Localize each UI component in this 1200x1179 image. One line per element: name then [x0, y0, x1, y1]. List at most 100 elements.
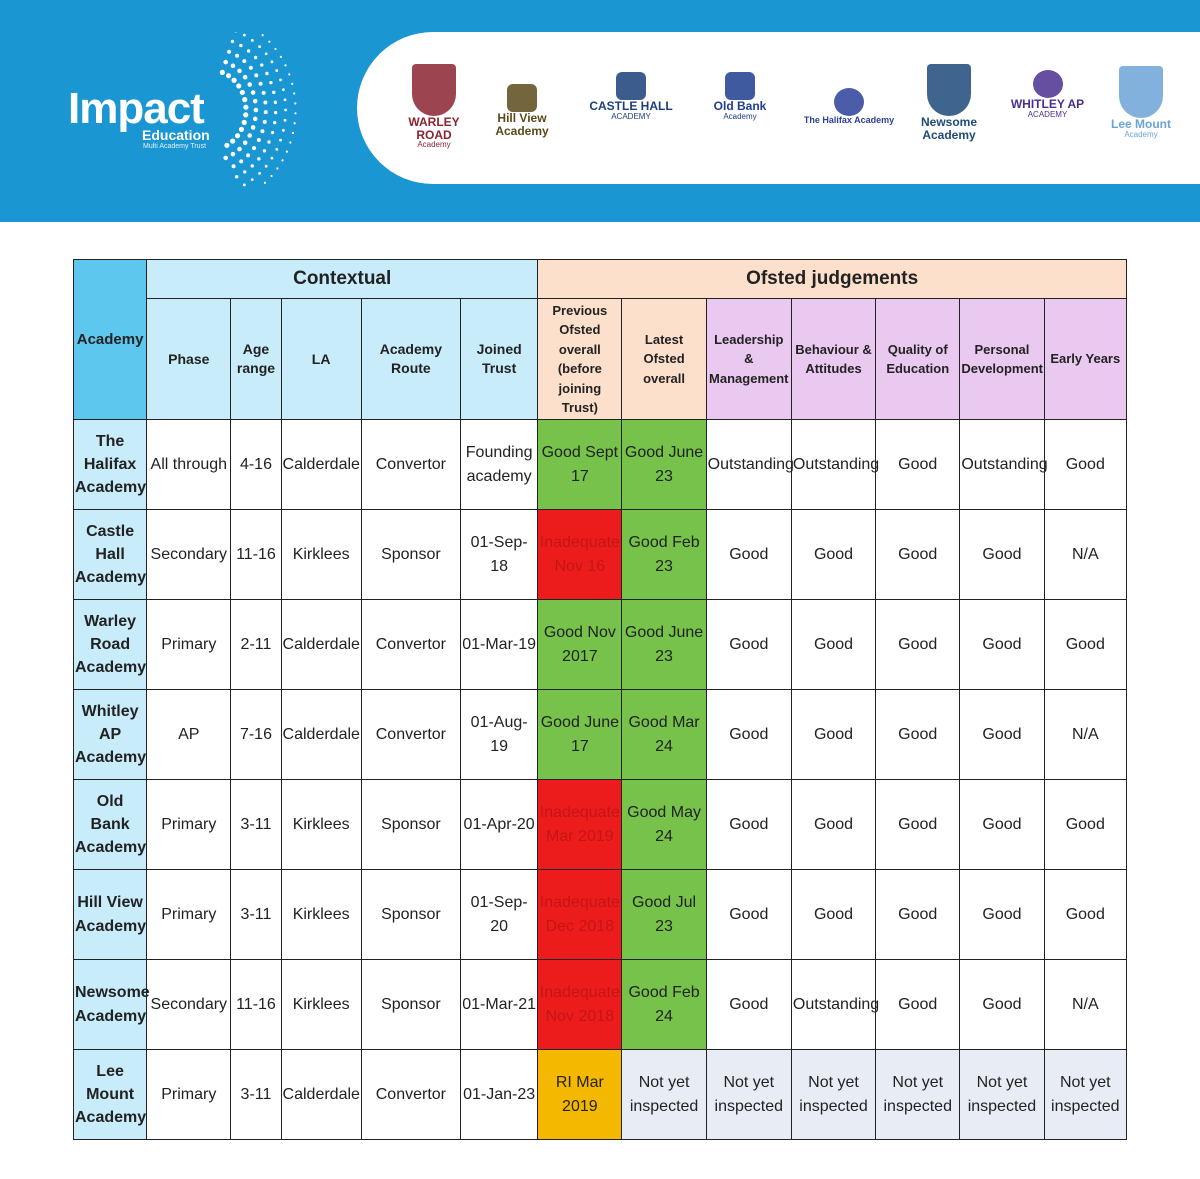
- cell-early: Not yet inspected: [1043, 1049, 1128, 1140]
- cell-personal: Outstanding: [959, 419, 1048, 510]
- circles-icon: [834, 88, 864, 116]
- cell-early: Good: [1043, 599, 1128, 690]
- cell-la: Kirklees: [280, 779, 362, 870]
- cell-age: 4-16: [230, 419, 282, 510]
- header-banner: Impact Education Multi Academy Trust WAR…: [0, 0, 1200, 222]
- cell-leadership: Not yet inspected: [705, 1049, 792, 1140]
- cell-quality: Good: [875, 509, 961, 600]
- cell-la: Kirklees: [280, 959, 362, 1050]
- school-logo: The Halifax Academy: [800, 88, 898, 125]
- cell-latest: Good Feb 24: [621, 959, 707, 1050]
- table-row: Lee Mount Academy Primary 3-11 Calderdale Co…: [72, 1049, 1128, 1140]
- cell-phase: All through: [146, 419, 232, 510]
- cell-leadership: Outstanding: [705, 419, 794, 510]
- cell-personal: Good: [959, 779, 1045, 870]
- cell-behaviour: Good: [790, 689, 877, 780]
- tree-icon: [725, 72, 755, 100]
- cell-route: Sponsor: [360, 779, 462, 870]
- cell-previous: Inadequate Dec 2018: [537, 869, 623, 960]
- leadership-header: Leadership & Management: [705, 298, 792, 420]
- phase-header: Phase: [146, 298, 232, 420]
- ofsted-group-header: Ofsted judgements: [537, 259, 1127, 299]
- cell-behaviour: Outstanding: [790, 419, 879, 510]
- cell-academy: Hill View Academy: [72, 869, 148, 960]
- cell-route: Convertor: [360, 599, 462, 690]
- cell-phase: Primary: [146, 869, 232, 960]
- cell-leadership: Good: [705, 959, 792, 1050]
- cell-joined: Founding academy: [460, 419, 539, 510]
- school-logos-panel: [357, 32, 1200, 184]
- cell-joined: 01-Sep-20: [460, 869, 539, 960]
- cell-quality: Not yet inspected: [875, 1049, 961, 1140]
- academy-table: Academy Contextual Ofsted judgements Pha…: [72, 259, 1128, 1140]
- school-logo-tag: Academy: [1124, 129, 1158, 139]
- school-logo-tag: ACADEMY: [611, 111, 651, 121]
- cell-early: N/A: [1043, 959, 1128, 1050]
- cell-early: N/A: [1043, 689, 1128, 780]
- cell-latest: Good Feb 23: [621, 509, 707, 600]
- table-row: The Halifax Academy All through 4-16 Calder…: [72, 419, 1128, 510]
- brand-name: Impact: [68, 84, 205, 133]
- cell-phase: Primary: [146, 1049, 232, 1140]
- cell-leadership: Good: [705, 689, 792, 780]
- table-row: Warley Road Academy Primary 2-11 Calderdale…: [72, 599, 1128, 690]
- cell-quality: Good: [875, 689, 961, 780]
- personal-header: Personal Development: [959, 298, 1045, 420]
- school-logo: WARLEY ROAD Academy: [405, 64, 463, 150]
- dots-graphic-icon: [219, 32, 297, 187]
- ring-icon: [1032, 70, 1063, 98]
- cell-academy: Old Bank Academy: [72, 779, 148, 870]
- cell-la: Calderdale: [280, 419, 362, 510]
- cell-leadership: Good: [705, 509, 792, 600]
- cell-academy: Castle Hall Academy: [72, 509, 148, 600]
- school-logo-name: The Halifax Academy: [803, 115, 895, 125]
- cell-personal: Good: [959, 509, 1045, 600]
- cell-personal: Good: [959, 959, 1045, 1050]
- cell-personal: Good: [959, 599, 1045, 690]
- table-row: Whitley AP Academy AP 7-16 Calderdale Conver…: [72, 689, 1128, 780]
- school-logo-name: Newsome Academy: [920, 115, 978, 142]
- school-logo: Newsome Academy: [905, 64, 993, 141]
- school-logo-name: Lee Mount: [1111, 117, 1171, 131]
- cell-behaviour: Good: [790, 779, 877, 870]
- cell-quality: Good: [875, 959, 961, 1050]
- cell-route: Sponsor: [360, 509, 462, 600]
- quality-header: Quality of Education: [875, 298, 961, 420]
- cell-previous: Inadequate Nov 16: [537, 509, 623, 600]
- cell-age: 3-11: [230, 779, 282, 870]
- school-logo-name: Hill View Academy: [495, 111, 549, 138]
- cell-leadership: Good: [705, 599, 792, 690]
- cell-behaviour: Not yet inspected: [790, 1049, 877, 1140]
- cell-route: Convertor: [360, 689, 462, 780]
- la-header: LA: [280, 298, 362, 420]
- school-logo: CASTLE HALL ACADEMY: [580, 72, 682, 121]
- cell-age: 2-11: [230, 599, 282, 690]
- cell-la: Calderdale: [280, 689, 362, 780]
- cell-la: Calderdale: [280, 1049, 362, 1140]
- cell-previous: RI Mar 2019: [537, 1049, 623, 1140]
- cell-latest: Good May 24: [621, 779, 707, 870]
- cell-academy: The Halifax Academy: [72, 419, 148, 510]
- cell-phase: Secondary: [146, 509, 232, 600]
- cell-route: Sponsor: [360, 869, 462, 960]
- cell-age: 3-11: [230, 1049, 282, 1140]
- school-logo: WHITLEY AP ACADEMY: [995, 70, 1100, 119]
- cell-age: 7-16: [230, 689, 282, 780]
- school-logo: Old Bank Academy: [690, 72, 790, 121]
- cell-la: Kirklees: [280, 509, 362, 600]
- cell-age: 11-16: [230, 509, 282, 600]
- cell-phase: Secondary: [146, 959, 232, 1050]
- cell-leadership: Good: [705, 869, 792, 960]
- route-header: Academy Route: [360, 298, 462, 420]
- contextual-group-header: Contextual: [146, 259, 539, 299]
- shield-icon: [412, 64, 456, 116]
- cell-previous: Inadequate Nov 2018: [537, 959, 623, 1050]
- latest-ofsted-header: Latest Ofsted overall: [621, 298, 707, 420]
- cell-phase: Primary: [146, 599, 232, 690]
- cell-personal: Good: [959, 689, 1045, 780]
- cell-behaviour: Good: [790, 509, 877, 600]
- cell-early: N/A: [1043, 509, 1128, 600]
- cell-previous: Good June 17: [537, 689, 623, 780]
- cell-joined: 01-Jan-23: [460, 1049, 539, 1140]
- cell-previous: Good Nov 2017: [537, 599, 623, 690]
